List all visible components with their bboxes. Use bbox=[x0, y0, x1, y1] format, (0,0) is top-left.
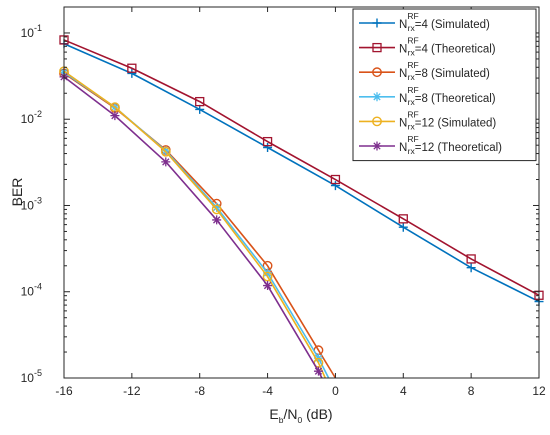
data-point bbox=[330, 181, 340, 191]
x-label-n-sub: 0 bbox=[298, 415, 303, 425]
data-point bbox=[127, 68, 137, 78]
axes-layer: -16 -12 -8 -4 0 4 8 12 10-5 10-4 10-3 10-2 10-1 bbox=[21, 6, 546, 398]
series-line bbox=[63, 43, 540, 303]
data-point bbox=[195, 96, 205, 107]
x-label-e: E bbox=[269, 406, 278, 422]
y-axis-label: BER bbox=[9, 178, 25, 207]
x-tick-label: 0 bbox=[332, 384, 339, 398]
x-label-slash: /N bbox=[284, 406, 298, 422]
x-label-e-sub: b bbox=[279, 415, 284, 425]
data-point bbox=[263, 281, 273, 291]
y-tick-label: 10-1 bbox=[21, 23, 42, 40]
data-point bbox=[160, 146, 171, 157]
legend-item: NRF rx=8 (Simulated) bbox=[359, 60, 490, 82]
plot-frame bbox=[63, 6, 540, 379]
data-point bbox=[263, 143, 273, 153]
y-tick-label: 10-2 bbox=[21, 109, 42, 126]
x-tick-label: 8 bbox=[468, 384, 475, 398]
legend-item: NRF rx=4 (Theoretical) bbox=[359, 36, 496, 58]
data-point bbox=[195, 104, 205, 114]
legend-item: NRF rx=12 (Theoretical) bbox=[359, 134, 502, 156]
legend-box bbox=[352, 8, 537, 162]
data-point bbox=[212, 202, 222, 212]
data-point bbox=[110, 111, 120, 121]
data-point bbox=[330, 174, 341, 185]
data-point bbox=[372, 141, 382, 151]
legend-label: NRF rx=8 (Theoretical) bbox=[399, 85, 496, 107]
data-point bbox=[212, 215, 222, 225]
y-tick-label: 10-5 bbox=[21, 368, 42, 385]
x-tick-label: 4 bbox=[400, 384, 407, 398]
data-point bbox=[262, 136, 273, 147]
data-point bbox=[127, 63, 137, 73]
data-point bbox=[372, 92, 382, 102]
series-line bbox=[63, 70, 326, 379]
data-point bbox=[398, 214, 408, 224]
data-point bbox=[161, 157, 171, 167]
x-tick-label: 12 bbox=[532, 384, 546, 398]
legend-label: NRF rx=12 (Simulated) bbox=[399, 109, 496, 131]
legend-label: NRF rx=8 (Simulated) bbox=[399, 60, 490, 82]
x-tick-label: -16 bbox=[55, 384, 73, 398]
legend-label: NRF rx=12 (Theoretical) bbox=[399, 134, 502, 156]
legend-item: NRF rx=8 (Theoretical) bbox=[359, 85, 496, 107]
legend-item: NRF rx=4 (Simulated) bbox=[359, 11, 490, 33]
data-point bbox=[372, 42, 382, 53]
x-axis-label: Eb/N0 (dB) bbox=[269, 406, 332, 425]
legend-label: NRF rx=4 (Theoretical) bbox=[399, 36, 496, 58]
x-tick-label: -12 bbox=[123, 384, 141, 398]
series-line bbox=[63, 39, 540, 296]
legend-item: NRF rx=12 (Simulated) bbox=[359, 109, 496, 131]
data-point bbox=[398, 222, 408, 232]
data-point bbox=[372, 67, 382, 78]
legend: NRF rx=4 (Simulated) NRF rx=4 (Theoretical)… bbox=[352, 8, 537, 162]
data-point bbox=[466, 254, 476, 264]
x-tick-label: -4 bbox=[262, 384, 273, 398]
data-point bbox=[372, 116, 382, 127]
data-point bbox=[466, 263, 476, 273]
data-point bbox=[211, 204, 222, 215]
series-layer bbox=[59, 35, 544, 379]
data-point bbox=[313, 366, 323, 376]
y-tick-label: 10-3 bbox=[21, 195, 42, 212]
y-tick-label: 10-4 bbox=[21, 282, 42, 299]
data-point bbox=[372, 18, 382, 28]
data-point bbox=[262, 271, 273, 282]
x-tick-label: -8 bbox=[194, 384, 205, 398]
legend-label: NRF rx=4 (Simulated) bbox=[399, 11, 490, 33]
x-label-unit: (dB) bbox=[302, 406, 332, 422]
